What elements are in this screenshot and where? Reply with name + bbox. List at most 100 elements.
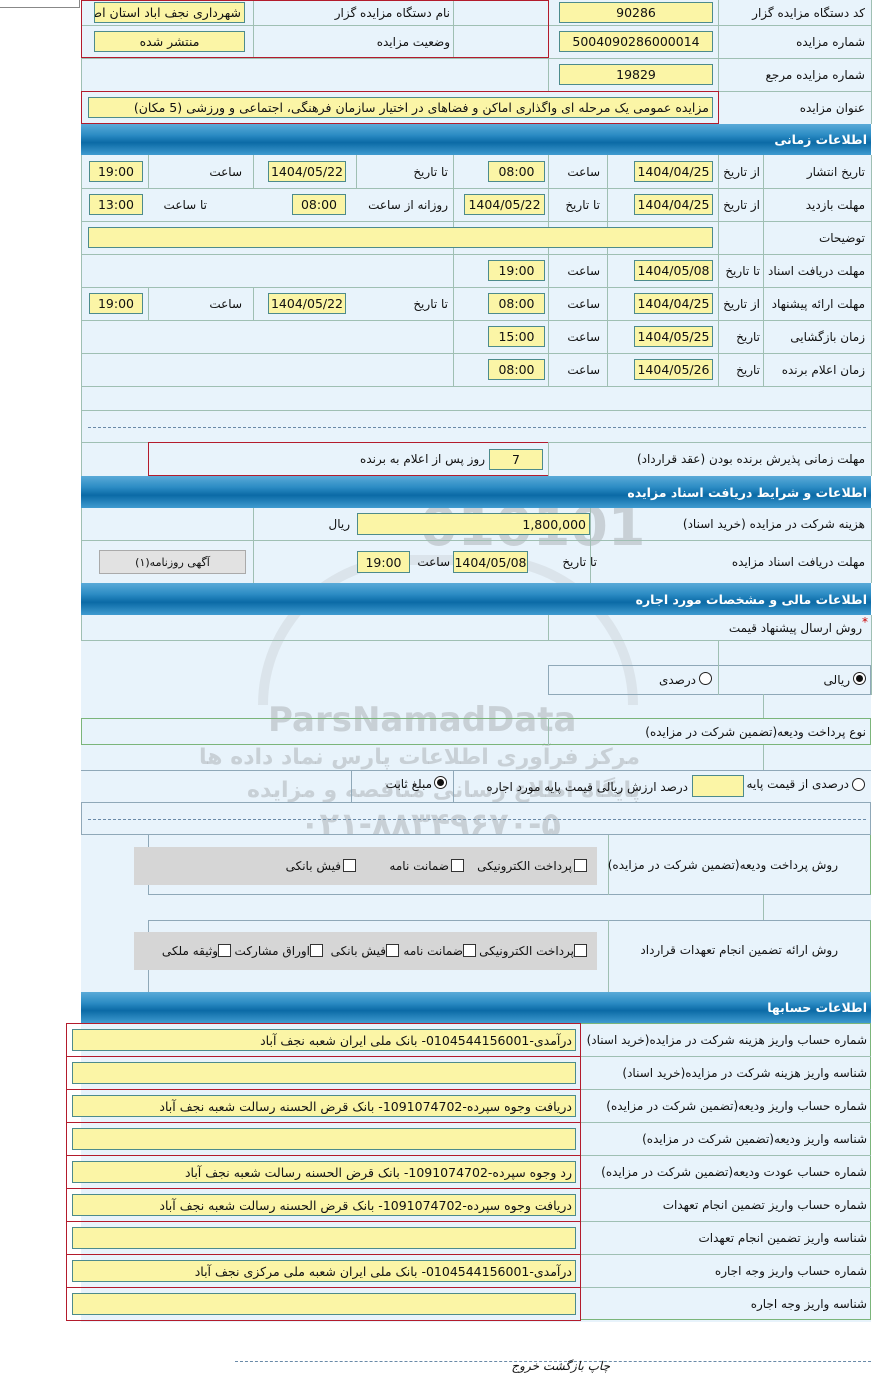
account-row-label: شماره حساب واریز تضمین انجام تعهدات bbox=[662, 1197, 867, 1212]
account-row-label: شماره حساب واریز وجه اجاره bbox=[714, 1263, 867, 1278]
timing-publish-to-date-field: 1404/05/22 bbox=[268, 161, 346, 182]
account-row-field: درآمدی-0104544156001- بانک ملی ایران شعب… bbox=[72, 1029, 576, 1051]
guarantee-checkbox[interactable] bbox=[574, 944, 587, 957]
price-options-frame bbox=[548, 665, 871, 695]
title-label: عنوان مزایده bbox=[799, 100, 865, 115]
percent-value-field bbox=[692, 775, 744, 797]
timing-offer-to-date-field: 1404/05/22 bbox=[268, 293, 346, 314]
timing-publish-label: تاریخ انتشار bbox=[806, 164, 865, 179]
title-field: مزایده عمومی یک مرحله ای واگذاری اماکن و… bbox=[88, 97, 713, 118]
column-divider bbox=[718, 155, 719, 386]
row-divider bbox=[581, 1221, 871, 1222]
timing-docs-to-time-field: 19:00 bbox=[488, 260, 545, 281]
deposit-method-checkbox[interactable] bbox=[451, 859, 464, 872]
timing-visit-from-label: از تاریخ bbox=[723, 197, 760, 212]
deposit-method-checkbox[interactable] bbox=[574, 859, 587, 872]
watermark-brand: ParsNamadData bbox=[268, 700, 577, 740]
deposit-method-checkbox[interactable] bbox=[343, 859, 356, 872]
watermark-line1: مرکز فرآوری اطلاعات پارس نماد داده ها bbox=[199, 745, 640, 770]
row-divider bbox=[581, 1287, 871, 1288]
guarantee-option-label: ضمانت نامه bbox=[403, 944, 463, 958]
account-row-field bbox=[72, 1128, 576, 1150]
column-divider bbox=[763, 694, 764, 718]
row-divider bbox=[581, 1122, 871, 1123]
row-divider bbox=[581, 1254, 871, 1255]
row-divider bbox=[81, 410, 871, 411]
timing-publish-from-date-field: 1404/04/25 bbox=[634, 161, 713, 182]
row-divider bbox=[81, 58, 871, 59]
percent-suffix: درصد ارزش ریالی قیمت پایه مورد اجاره bbox=[486, 779, 688, 794]
status-label: وضعیت مزایده bbox=[376, 34, 450, 49]
account-row-field: دریافت وجوه سپرده-1091074702- بانک قرض ا… bbox=[72, 1095, 576, 1117]
timing-offer-time-label: ساعت bbox=[567, 296, 600, 311]
guarantee-checkbox[interactable] bbox=[218, 944, 231, 957]
timing-publish-to-time-field: 19:00 bbox=[89, 161, 143, 182]
timing-publish-from-time-field: 08:00 bbox=[488, 161, 545, 182]
column-divider bbox=[81, 615, 82, 640]
timing-winner-time-label: ساعت bbox=[567, 362, 600, 377]
account-row-field: رد وجوه سپرده-1091074702- بانک قرض الحسن… bbox=[72, 1161, 576, 1183]
price-rial-label: ریالی bbox=[823, 673, 850, 687]
document-fee-field: 1,800,000 bbox=[357, 513, 590, 535]
column-divider bbox=[718, 640, 719, 665]
column-divider bbox=[81, 0, 82, 124]
account-row-field bbox=[72, 1293, 576, 1315]
column-divider bbox=[590, 508, 591, 583]
column-divider bbox=[548, 155, 549, 386]
guarantee-option-label: پرداخت الکترونیکی bbox=[479, 944, 574, 958]
guarantee-checkbox[interactable] bbox=[310, 944, 323, 957]
deposit-percent-radio[interactable] bbox=[852, 778, 865, 791]
timing-visit-label: مهلت بازدید bbox=[805, 197, 865, 212]
deposit-method-option-label: پرداخت الکترونیکی bbox=[477, 859, 572, 873]
column-divider bbox=[871, 0, 872, 124]
timing-winner-date-label: تاریخ bbox=[736, 362, 760, 377]
timing-offer-to-time-field: 19:00 bbox=[89, 293, 143, 314]
timing-docs-label: مهلت دریافت اسناد bbox=[767, 263, 865, 278]
price-percent-label: درصدی bbox=[658, 673, 696, 687]
column-divider bbox=[81, 410, 82, 476]
row-divider bbox=[581, 1056, 871, 1057]
accept-label: مهلت زمانی پذیرش برنده بودن (عقد قرارداد… bbox=[636, 452, 865, 466]
status-field: منتشر شده bbox=[94, 31, 245, 52]
timing-opening-time-label: ساعت bbox=[567, 329, 600, 344]
timing-visit-daily-label: روزانه از ساعت bbox=[368, 197, 448, 212]
account-value-frame bbox=[66, 1287, 581, 1321]
timing-winner-time-field: 08:00 bbox=[488, 359, 545, 380]
guarantee-checkbox[interactable] bbox=[386, 944, 399, 957]
row-divider bbox=[81, 254, 871, 255]
deposit-fixed-radio[interactable] bbox=[434, 776, 447, 789]
accept-days-field: 7 bbox=[489, 449, 543, 470]
footer-links-text[interactable]: چاپ بازگشت خروج bbox=[511, 1359, 610, 1373]
org-code-label: کد دستگاه مزایده گزار bbox=[752, 5, 865, 20]
guarantee-checkbox[interactable] bbox=[463, 944, 476, 957]
required-mark: * bbox=[862, 615, 868, 629]
dashed-separator bbox=[88, 819, 866, 820]
row-divider bbox=[81, 353, 871, 354]
deposit-method-option-label: فیش بانکی bbox=[285, 859, 341, 873]
section-header-financial: اطلاعات مالی و مشخصات مورد اجاره bbox=[81, 583, 871, 615]
price-rial-radio[interactable] bbox=[853, 672, 866, 685]
column-divider bbox=[763, 155, 764, 386]
column-divider bbox=[608, 920, 609, 992]
newspaper-ad-button[interactable]: آگهی روزنامه(۱) bbox=[99, 550, 246, 574]
auction-number-field: 5004090286000014 bbox=[559, 31, 713, 52]
guarantee-option-label: فیش بانکی bbox=[330, 944, 386, 958]
auction-number-label: شماره مزایده bbox=[796, 34, 865, 49]
timing-docs-time-label: ساعت bbox=[567, 263, 600, 278]
footer-links[interactable]: چاپ بازگشت خروج bbox=[480, 1359, 610, 1377]
column-divider bbox=[81, 508, 82, 583]
timing-offer-time2-label: ساعت bbox=[209, 296, 242, 311]
accept-suffix: روز پس از اعلام به برنده bbox=[360, 452, 485, 466]
timing-visit-from-date-field: 1404/04/25 bbox=[634, 194, 713, 215]
price-percent-radio[interactable] bbox=[699, 672, 712, 685]
section-header-timing: اطلاعات زمانی bbox=[81, 124, 871, 155]
deposit-method-option-label: ضمانت نامه bbox=[389, 859, 449, 873]
title-frame bbox=[81, 91, 719, 124]
org-code-field: 90286 bbox=[559, 2, 713, 23]
timing-offer-to-label: تا تاریخ bbox=[413, 296, 448, 311]
timing-notes-label: توضیحات bbox=[818, 230, 865, 245]
timing-visit-until-label: تا ساعت bbox=[163, 197, 207, 212]
account-row-label: شماره حساب واریز هزینه شرکت در مزایده(خر… bbox=[586, 1032, 867, 1047]
account-row-label: شماره حساب عودت ودیعه(تضمین شرکت در مزای… bbox=[601, 1164, 867, 1179]
org-name-field: شهرداری نجف اباد استان اصف bbox=[94, 2, 245, 23]
